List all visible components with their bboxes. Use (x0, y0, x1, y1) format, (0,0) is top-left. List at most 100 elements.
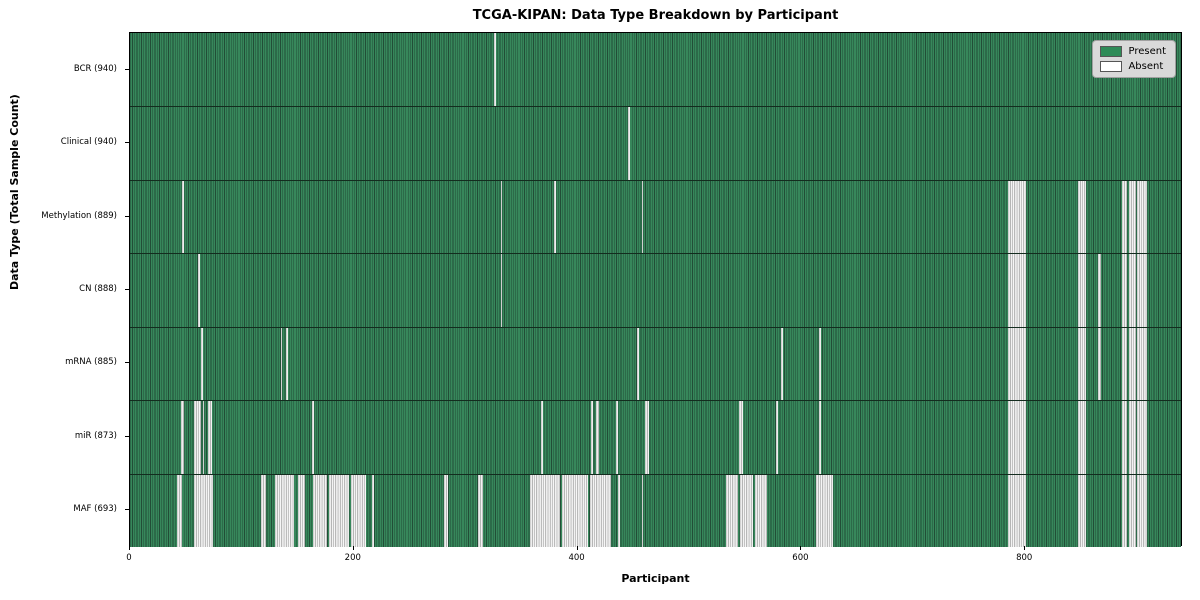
absent-stripe (739, 474, 754, 547)
absent-stripe (615, 401, 618, 474)
absent-stripe (201, 327, 204, 401)
absent-stripe (1121, 474, 1128, 547)
absent-stripe (1128, 327, 1137, 401)
y-tick-mark (125, 362, 129, 364)
absent-stripe (819, 401, 821, 474)
heatmap-rows (130, 33, 1181, 547)
absent-stripe (590, 474, 612, 547)
absent-stripe (1098, 254, 1101, 327)
absent-stripe (351, 474, 366, 547)
absent-stripe (372, 474, 375, 547)
x-tick-mark (576, 546, 578, 550)
absent-stripe (541, 401, 543, 474)
absent-stripe (286, 327, 289, 401)
absent-stripe (755, 474, 767, 547)
absent-stripe (1128, 254, 1137, 327)
x-tick-label-200: 200 (344, 553, 361, 563)
absent-stripe (1137, 180, 1148, 254)
absent-stripe (198, 254, 201, 327)
absent-stripe (819, 327, 821, 401)
absent-stripe (208, 401, 212, 474)
absent-stripe (529, 474, 560, 547)
absent-swatch (1100, 61, 1123, 72)
heatmap-row-Methylation (130, 179, 1181, 254)
absent-stripe (562, 474, 588, 547)
y-tick-mark (125, 68, 129, 70)
heatmap-row-mRNA (130, 326, 1181, 401)
y-tick-mark (125, 435, 129, 437)
absent-stripe (1007, 474, 1026, 547)
absent-stripe (1007, 254, 1026, 327)
absent-stripe (815, 474, 833, 547)
absent-stripe (328, 474, 349, 547)
legend: Present Absent (1092, 40, 1176, 78)
y-tick-mark (125, 215, 129, 217)
heatmap-row-Clinical (130, 106, 1181, 180)
absent-stripe (641, 474, 644, 547)
absent-stripe (1007, 401, 1026, 474)
absent-stripe (313, 474, 327, 547)
heatmap-row-CN (130, 253, 1181, 327)
absent-stripe (500, 180, 503, 254)
absent-stripe (500, 254, 503, 327)
absent-stripe (275, 474, 295, 547)
absent-stripe (1078, 401, 1087, 474)
absent-stripe (1128, 401, 1137, 474)
absent-stripe (628, 107, 630, 180)
absent-stripe (312, 401, 315, 474)
y-tick-label-miR: miR (873) (74, 430, 117, 441)
x-tick-label-400: 400 (568, 553, 585, 563)
x-tick-mark (800, 546, 802, 550)
legend-label-present: Present (1128, 46, 1166, 57)
absent-stripe (202, 401, 205, 474)
x-tick-mark (129, 546, 130, 550)
x-tick-mark (1024, 546, 1026, 550)
chart-title: TCGA-KIPAN: Data Type Breakdown by Parti… (472, 8, 839, 23)
absent-stripe (443, 474, 449, 547)
absent-stripe (637, 327, 639, 401)
absent-stripe (1098, 327, 1101, 401)
absent-stripe (554, 180, 557, 254)
heatmap-row-BCR (130, 33, 1181, 107)
absent-stripe (781, 327, 783, 401)
x-axis-label: Participant (621, 572, 690, 585)
absent-stripe (176, 474, 183, 547)
y-tick-label-CN: CN (888) (79, 284, 117, 294)
y-tick-label-MAF: MAF (693) (73, 504, 117, 515)
x-tick-label-0: 0 (126, 553, 132, 563)
y-tick-label-BCR: BCR (940) (73, 63, 117, 74)
present-swatch (1100, 46, 1123, 57)
absent-stripe (1121, 327, 1128, 401)
x-tick-label-800: 800 (1016, 553, 1033, 563)
y-tick-label-Clinical: Clinical (940) (60, 137, 117, 148)
absent-stripe (1078, 180, 1087, 254)
absent-stripe (478, 474, 483, 547)
heatmap-row-MAF (130, 473, 1181, 547)
x-tick-label-600: 600 (792, 553, 809, 563)
absent-stripe (193, 401, 202, 474)
absent-stripe (644, 401, 649, 474)
heatmap-row-miR (130, 400, 1181, 474)
absent-stripe (494, 33, 496, 107)
legend-item-present: Present (1100, 46, 1166, 57)
absent-stripe (1078, 327, 1087, 401)
absent-stripe (1121, 254, 1128, 327)
legend-label-absent: Absent (1128, 61, 1164, 72)
absent-stripe (280, 327, 283, 401)
absent-stripe (1128, 474, 1137, 547)
absent-stripe (297, 474, 306, 547)
absent-stripe (1128, 180, 1137, 254)
absent-stripe (738, 401, 744, 474)
absent-stripe (1137, 327, 1148, 401)
x-tick-mark (352, 546, 354, 550)
absent-stripe (193, 474, 213, 547)
absent-stripe (1078, 254, 1087, 327)
absent-stripe (1137, 254, 1148, 327)
absent-stripe (726, 474, 738, 547)
absent-stripe (1121, 401, 1128, 474)
absent-stripe (1078, 474, 1087, 547)
absent-stripe (1007, 327, 1026, 401)
absent-stripe (1137, 474, 1148, 547)
absent-stripe (260, 474, 267, 547)
